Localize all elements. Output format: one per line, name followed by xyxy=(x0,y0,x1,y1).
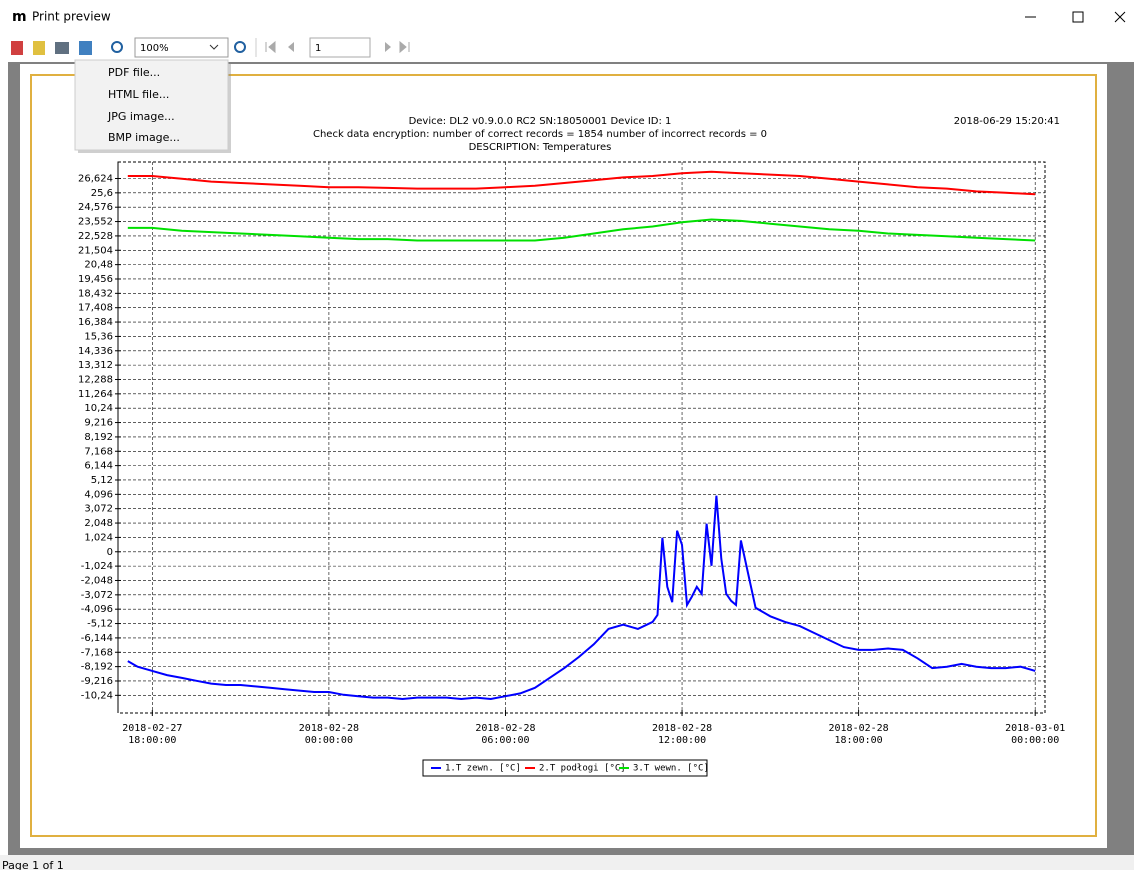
close-button[interactable] xyxy=(1114,11,1126,23)
page-border xyxy=(30,74,1097,837)
y-tick-label: 24,576 xyxy=(78,202,113,213)
y-tick-label: -7,168 xyxy=(81,647,113,658)
report-timestamp: 2018-06-29 15:20:41 xyxy=(954,116,1060,127)
legend-label: 3.T wewn. [°C] xyxy=(633,764,709,774)
y-tick-label: 5,12 xyxy=(91,475,113,486)
next-page-button[interactable] xyxy=(385,42,391,52)
y-tick-label: 26,624 xyxy=(78,173,113,184)
legend-box xyxy=(422,759,708,777)
export-menu: PDF file... HTML file... JPG image... BM… xyxy=(74,59,231,153)
zoom-in-button[interactable] xyxy=(111,41,123,53)
header-line: Check data encryption: number of correct… xyxy=(313,129,767,140)
status-bar xyxy=(0,855,1134,870)
y-tick-label: -5,12 xyxy=(87,619,113,630)
page-value: 1 xyxy=(315,43,321,54)
x-tick-label: 2018-02-28 06:00:00 xyxy=(475,723,536,746)
page xyxy=(20,64,1107,848)
title-bar xyxy=(0,0,1134,33)
plot: -10,24 -9,216 -8,192 -7,168 -6,144 -5,12 -4,09… xyxy=(78,161,1046,777)
export-button[interactable] xyxy=(11,41,23,55)
series-line xyxy=(127,170,1036,196)
zoom-out-button[interactable] xyxy=(234,41,246,53)
y-tick-label: 2,048 xyxy=(84,518,113,529)
y-tick-label: -8,192 xyxy=(81,662,113,673)
zoom-value: 100% xyxy=(140,43,169,54)
y-tick-label: 9,216 xyxy=(84,418,113,429)
series-line xyxy=(127,218,1036,242)
app-icon: m xyxy=(12,9,27,25)
x-tick-label: 2018-03-01 00:00:00 xyxy=(1005,723,1066,746)
menu-item[interactable]: HTML file... xyxy=(108,88,169,101)
y-tick-label: 8,192 xyxy=(84,432,113,443)
y-tick-label: 1,024 xyxy=(84,532,113,543)
y-tick-label: -2,048 xyxy=(81,575,113,586)
menu-panel xyxy=(74,59,229,151)
y-tick-label: 15,36 xyxy=(84,331,113,342)
x-tick-label: 2018-02-27 18:00:00 xyxy=(122,723,183,746)
y-tick-label: 14,336 xyxy=(78,346,113,357)
x-tick-label: 2018-02-28 12:00:00 xyxy=(651,723,713,746)
y-tick-label: 7,168 xyxy=(84,446,113,457)
x-tick-label: 2018-02-28 00:00:00 xyxy=(298,723,359,746)
y-tick-label: 18,432 xyxy=(78,288,113,299)
y-tick-label: -3,072 xyxy=(81,590,113,601)
y-tick-label: 20,48 xyxy=(84,260,113,271)
first-page-button[interactable] xyxy=(265,40,276,54)
prev-page-button[interactable] xyxy=(288,42,294,52)
y-tick-label: 6,144 xyxy=(84,461,113,472)
menu-item[interactable]: BMP image... xyxy=(108,131,180,144)
save-button[interactable] xyxy=(79,41,92,55)
y-tick-label: -4,096 xyxy=(81,604,113,615)
series-line xyxy=(127,495,1036,701)
header-line: DESCRIPTION: Temperatures xyxy=(469,142,612,153)
edit-button[interactable] xyxy=(33,41,45,55)
y-tick-label: 3,072 xyxy=(84,504,113,515)
zoom-combobox[interactable] xyxy=(134,37,229,58)
window-title: Print preview xyxy=(32,10,111,24)
y-tick-label: -9,216 xyxy=(81,676,113,687)
menu-item[interactable]: JPG image... xyxy=(107,110,175,123)
y-tick-label: 21,504 xyxy=(78,245,113,256)
y-tick-label: 10,24 xyxy=(84,403,113,414)
y-tick-label: -6,144 xyxy=(81,633,113,644)
status-text: Page 1 of 1 xyxy=(2,859,64,870)
y-tick-label: 13,312 xyxy=(78,360,113,371)
y-tick-label: 11,264 xyxy=(78,389,113,400)
y-tick-label: 25,6 xyxy=(91,188,113,199)
y-tick-label: -1,024 xyxy=(81,561,113,572)
legend-label: 1.T zewn. [°C] xyxy=(445,764,521,774)
y-tick-label: 17,408 xyxy=(78,303,113,314)
last-page-button[interactable] xyxy=(399,40,410,54)
y-tick-label: 4,096 xyxy=(84,489,113,500)
y-tick-label: -10,24 xyxy=(81,690,113,701)
y-tick-label: 12,288 xyxy=(78,374,113,385)
y-tick-label: 16,384 xyxy=(78,317,113,328)
print-button[interactable] xyxy=(55,42,69,54)
y-tick-label: 22,528 xyxy=(78,231,113,242)
y-tick-label: 19,456 xyxy=(78,274,113,285)
y-tick-label: 23,552 xyxy=(78,217,113,228)
page-field[interactable] xyxy=(309,37,371,58)
header-line: Device: DL2 v0.9.0.0 RC2 SN:18050001 Dev… xyxy=(409,116,672,127)
y-tick-label: 0 xyxy=(107,547,113,558)
x-tick-label: 2018-02-28 18:00:00 xyxy=(828,723,889,746)
menu-item[interactable]: PDF file... xyxy=(108,66,160,79)
legend-label: 2.T podłogi [°C] xyxy=(539,764,626,774)
combo-arrow xyxy=(209,44,219,50)
maximize-button[interactable] xyxy=(1072,11,1084,23)
